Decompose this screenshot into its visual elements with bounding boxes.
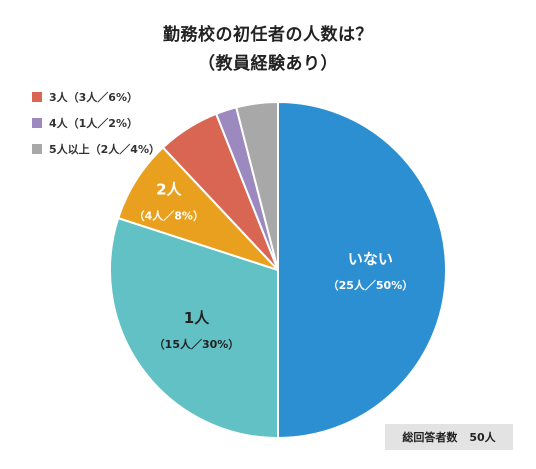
pie-label-none: いない [348, 250, 393, 268]
pie-detail-none: （25人／50%） [328, 278, 414, 292]
legend-item-3: 3人（3人／6%） [32, 84, 160, 110]
legend-label-4: 4人（1人／2%） [49, 117, 138, 130]
legend: 3人（3人／6%） 4人（1人／2%） 5人以上（2人／4%） [32, 84, 160, 162]
chart-subtitle: （教員経験あり） [198, 54, 338, 74]
chart-title: 勤務校の初任者の人数は？ [163, 25, 373, 45]
pie-slice-none [277, 100, 447, 440]
total-value: 50人 [469, 431, 496, 444]
pie-detail-2: （4人／8%） [134, 209, 204, 223]
total-respondents-box: 総回答者数 50人 [385, 424, 513, 450]
legend-label-3: 3人（3人／6%） [49, 91, 138, 104]
legend-swatch-3 [32, 92, 42, 102]
legend-swatch-5plus [32, 144, 42, 154]
pie-slices [108, 100, 447, 440]
legend-item-5plus: 5人以上（2人／4%） [32, 136, 160, 162]
legend-swatch-4 [32, 118, 42, 128]
pie-labels: いない （25人／50%） 1人 （15人／30%） 2人 （4人／8%） [134, 181, 414, 352]
pie-slice-1 [108, 216, 279, 440]
pie-label-2: 2人 [156, 181, 182, 199]
total-label: 総回答者数 [402, 431, 458, 444]
legend-item-4: 4人（1人／2%） [32, 110, 160, 136]
pie-label-1: 1人 [184, 309, 210, 327]
pie-detail-1: （15人／30%） [154, 337, 240, 351]
pie-slice-5plus [235, 100, 279, 271]
legend-label-5plus: 5人以上（2人／4%） [49, 143, 160, 156]
